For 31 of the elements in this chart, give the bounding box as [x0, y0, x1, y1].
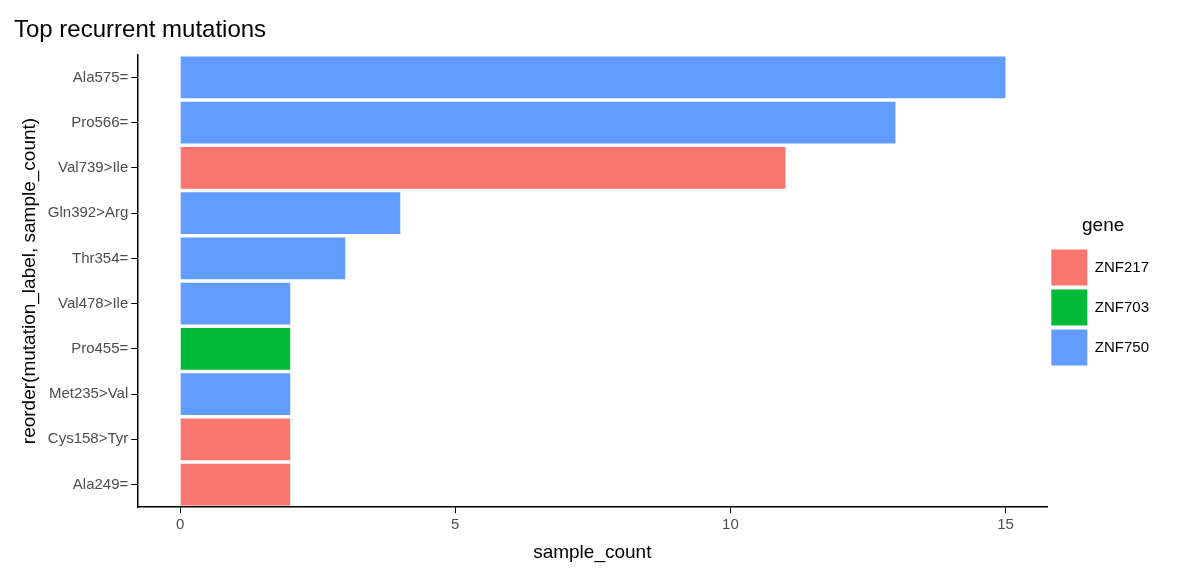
bar: [180, 147, 786, 189]
y-tick-label: Cys158>Tyr: [47, 429, 129, 447]
legend-label: ZNF750: [1094, 337, 1149, 355]
bar: [180, 418, 291, 461]
x-tick-label: 0: [176, 515, 185, 533]
bar: [180, 282, 291, 325]
y-tick-label: Val739>Ile: [58, 158, 129, 176]
y-tick-label: Met235>Val: [48, 384, 129, 402]
y-tick-label: Val478>Ile: [58, 293, 129, 311]
bar: [180, 328, 291, 370]
bar: [180, 373, 291, 415]
bar: [180, 101, 896, 144]
legend-label: ZNF703: [1094, 297, 1149, 315]
x-tick-label: 15: [997, 515, 1014, 533]
y-tick-label: Pro455=: [71, 339, 129, 356]
y-tick-label: Ala249=: [72, 474, 129, 492]
x-tick-label: 10: [722, 515, 739, 533]
legend-label: ZNF217: [1094, 257, 1149, 275]
y-tick-label: Ala575=: [72, 67, 129, 85]
y-tick-label: Pro566=: [71, 112, 129, 130]
y-tick-label: Thr354=: [71, 248, 129, 266]
bar: [180, 192, 401, 234]
bar: [180, 237, 346, 280]
x-tick-label: 5: [451, 515, 460, 533]
x-axis-title: sample_count: [533, 540, 653, 563]
bar: [180, 463, 291, 506]
legend-title: gene: [1082, 214, 1125, 236]
y-tick-label: Gln392>Arg: [47, 203, 129, 221]
bar: [180, 56, 1006, 99]
chart-title: Top recurrent mutations: [14, 15, 267, 43]
y-axis-title: reorder(mutation_label, sample_count): [17, 117, 40, 445]
